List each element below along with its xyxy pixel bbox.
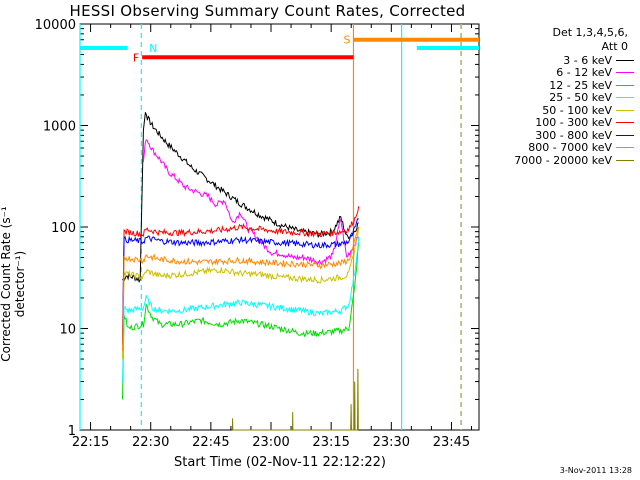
legend-entry-label: 3 - 6 keV bbox=[563, 53, 612, 67]
series-line-8 bbox=[231, 368, 359, 431]
legend-entry-label: 300 - 800 keV bbox=[535, 128, 612, 142]
series-line-7 bbox=[122, 226, 360, 352]
series-line-4 bbox=[122, 226, 360, 360]
legend-entry: 25 - 50 keV bbox=[486, 91, 634, 105]
legend-entry: 300 - 800 keV bbox=[486, 129, 634, 142]
legend-entry: 3 - 6 keV bbox=[486, 54, 634, 67]
series-line-5 bbox=[122, 206, 360, 339]
y-tick-label-3: 1000 bbox=[43, 120, 76, 135]
legend-entry: 800 - 7000 keV bbox=[486, 141, 634, 155]
legend-header-2: Att 0 bbox=[601, 40, 628, 53]
x-tick-label-6: 23:45 bbox=[433, 435, 470, 450]
legend-entry-label: 100 - 300 keV bbox=[535, 116, 612, 130]
legend-swatch bbox=[616, 122, 634, 124]
chart-marks: F S N bbox=[79, 24, 479, 431]
annotation-0: N bbox=[149, 42, 157, 55]
chart-axes: 22:15 22:30 22:45 23:00 23:15 23:30 23:45 1 10 10… bbox=[35, 18, 480, 450]
series-line-3 bbox=[122, 236, 360, 382]
y-axis-label: Corrected Count Rate (s⁻¹ detector⁻¹) bbox=[0, 179, 27, 389]
flag-label-1: F bbox=[133, 51, 139, 64]
legend-entries: 3 - 6 keV 6 - 12 keV 12 - 25 keV 25 - 50 ke… bbox=[486, 54, 634, 167]
chart-title: HESSI Observing Summary Count Rates, Cor… bbox=[69, 2, 466, 20]
legend-swatch bbox=[616, 97, 634, 99]
legend-entry-label: 12 - 25 keV bbox=[549, 78, 612, 92]
series-line-6 bbox=[122, 218, 359, 345]
chart-legend: Det 1,3,4,5,6, Att 0 3 - 6 keV 6 - 12 keV… bbox=[486, 26, 634, 167]
series-line-0 bbox=[122, 112, 359, 284]
y-axis-label-text: Corrected Count Rate (s⁻¹ detector⁻¹) bbox=[0, 206, 27, 362]
x-axis-label: Start Time (02-Nov-11 22:12:22) bbox=[174, 455, 386, 470]
y-tick-label-2: 100 bbox=[51, 221, 76, 236]
legend-entry: 50 - 100 keV bbox=[486, 104, 634, 117]
y-tick-label-0: 1 bbox=[68, 424, 76, 439]
legend-swatch bbox=[616, 59, 634, 61]
x-tick-label-0: 22:15 bbox=[72, 435, 109, 450]
x-tick-label-5: 23:30 bbox=[373, 435, 410, 450]
legend-entry-label: 800 - 7000 keV bbox=[528, 141, 612, 155]
legend-entry-label: 6 - 12 keV bbox=[556, 66, 612, 80]
legend-entry: 12 - 25 keV bbox=[486, 79, 634, 92]
legend-entry: 7000 - 20000 keV bbox=[486, 154, 634, 167]
legend-swatch bbox=[616, 134, 634, 136]
x-tick-label-3: 23:00 bbox=[252, 435, 289, 450]
y-tick-label-4: 10000 bbox=[35, 18, 76, 33]
plot-frame bbox=[79, 23, 480, 431]
legend-entry-label: 7000 - 20000 keV bbox=[514, 153, 612, 167]
legend-entry-label: 25 - 50 keV bbox=[549, 91, 612, 105]
series-line-2 bbox=[122, 242, 360, 400]
series-line-1 bbox=[142, 139, 360, 266]
generation-timestamp: 3-Nov-2011 13:28 bbox=[559, 466, 632, 475]
legend-entry: 100 - 300 keV bbox=[486, 116, 634, 130]
x-tick-label-4: 23:15 bbox=[312, 435, 349, 450]
legend-entry: 6 - 12 keV bbox=[486, 66, 634, 80]
legend-swatch bbox=[616, 147, 634, 149]
legend-swatch bbox=[616, 72, 634, 74]
flag-label-2: S bbox=[344, 34, 351, 47]
legend-header-1: Det 1,3,4,5,6, bbox=[552, 26, 628, 39]
x-tick-label-1: 22:30 bbox=[132, 435, 169, 450]
legend-swatch bbox=[616, 109, 634, 111]
y-tick-label-1: 10 bbox=[59, 323, 76, 338]
legend-entry-label: 50 - 100 keV bbox=[542, 103, 612, 117]
legend-swatch bbox=[616, 84, 634, 86]
legend-swatch bbox=[616, 159, 634, 161]
x-tick-label-2: 22:45 bbox=[192, 435, 229, 450]
